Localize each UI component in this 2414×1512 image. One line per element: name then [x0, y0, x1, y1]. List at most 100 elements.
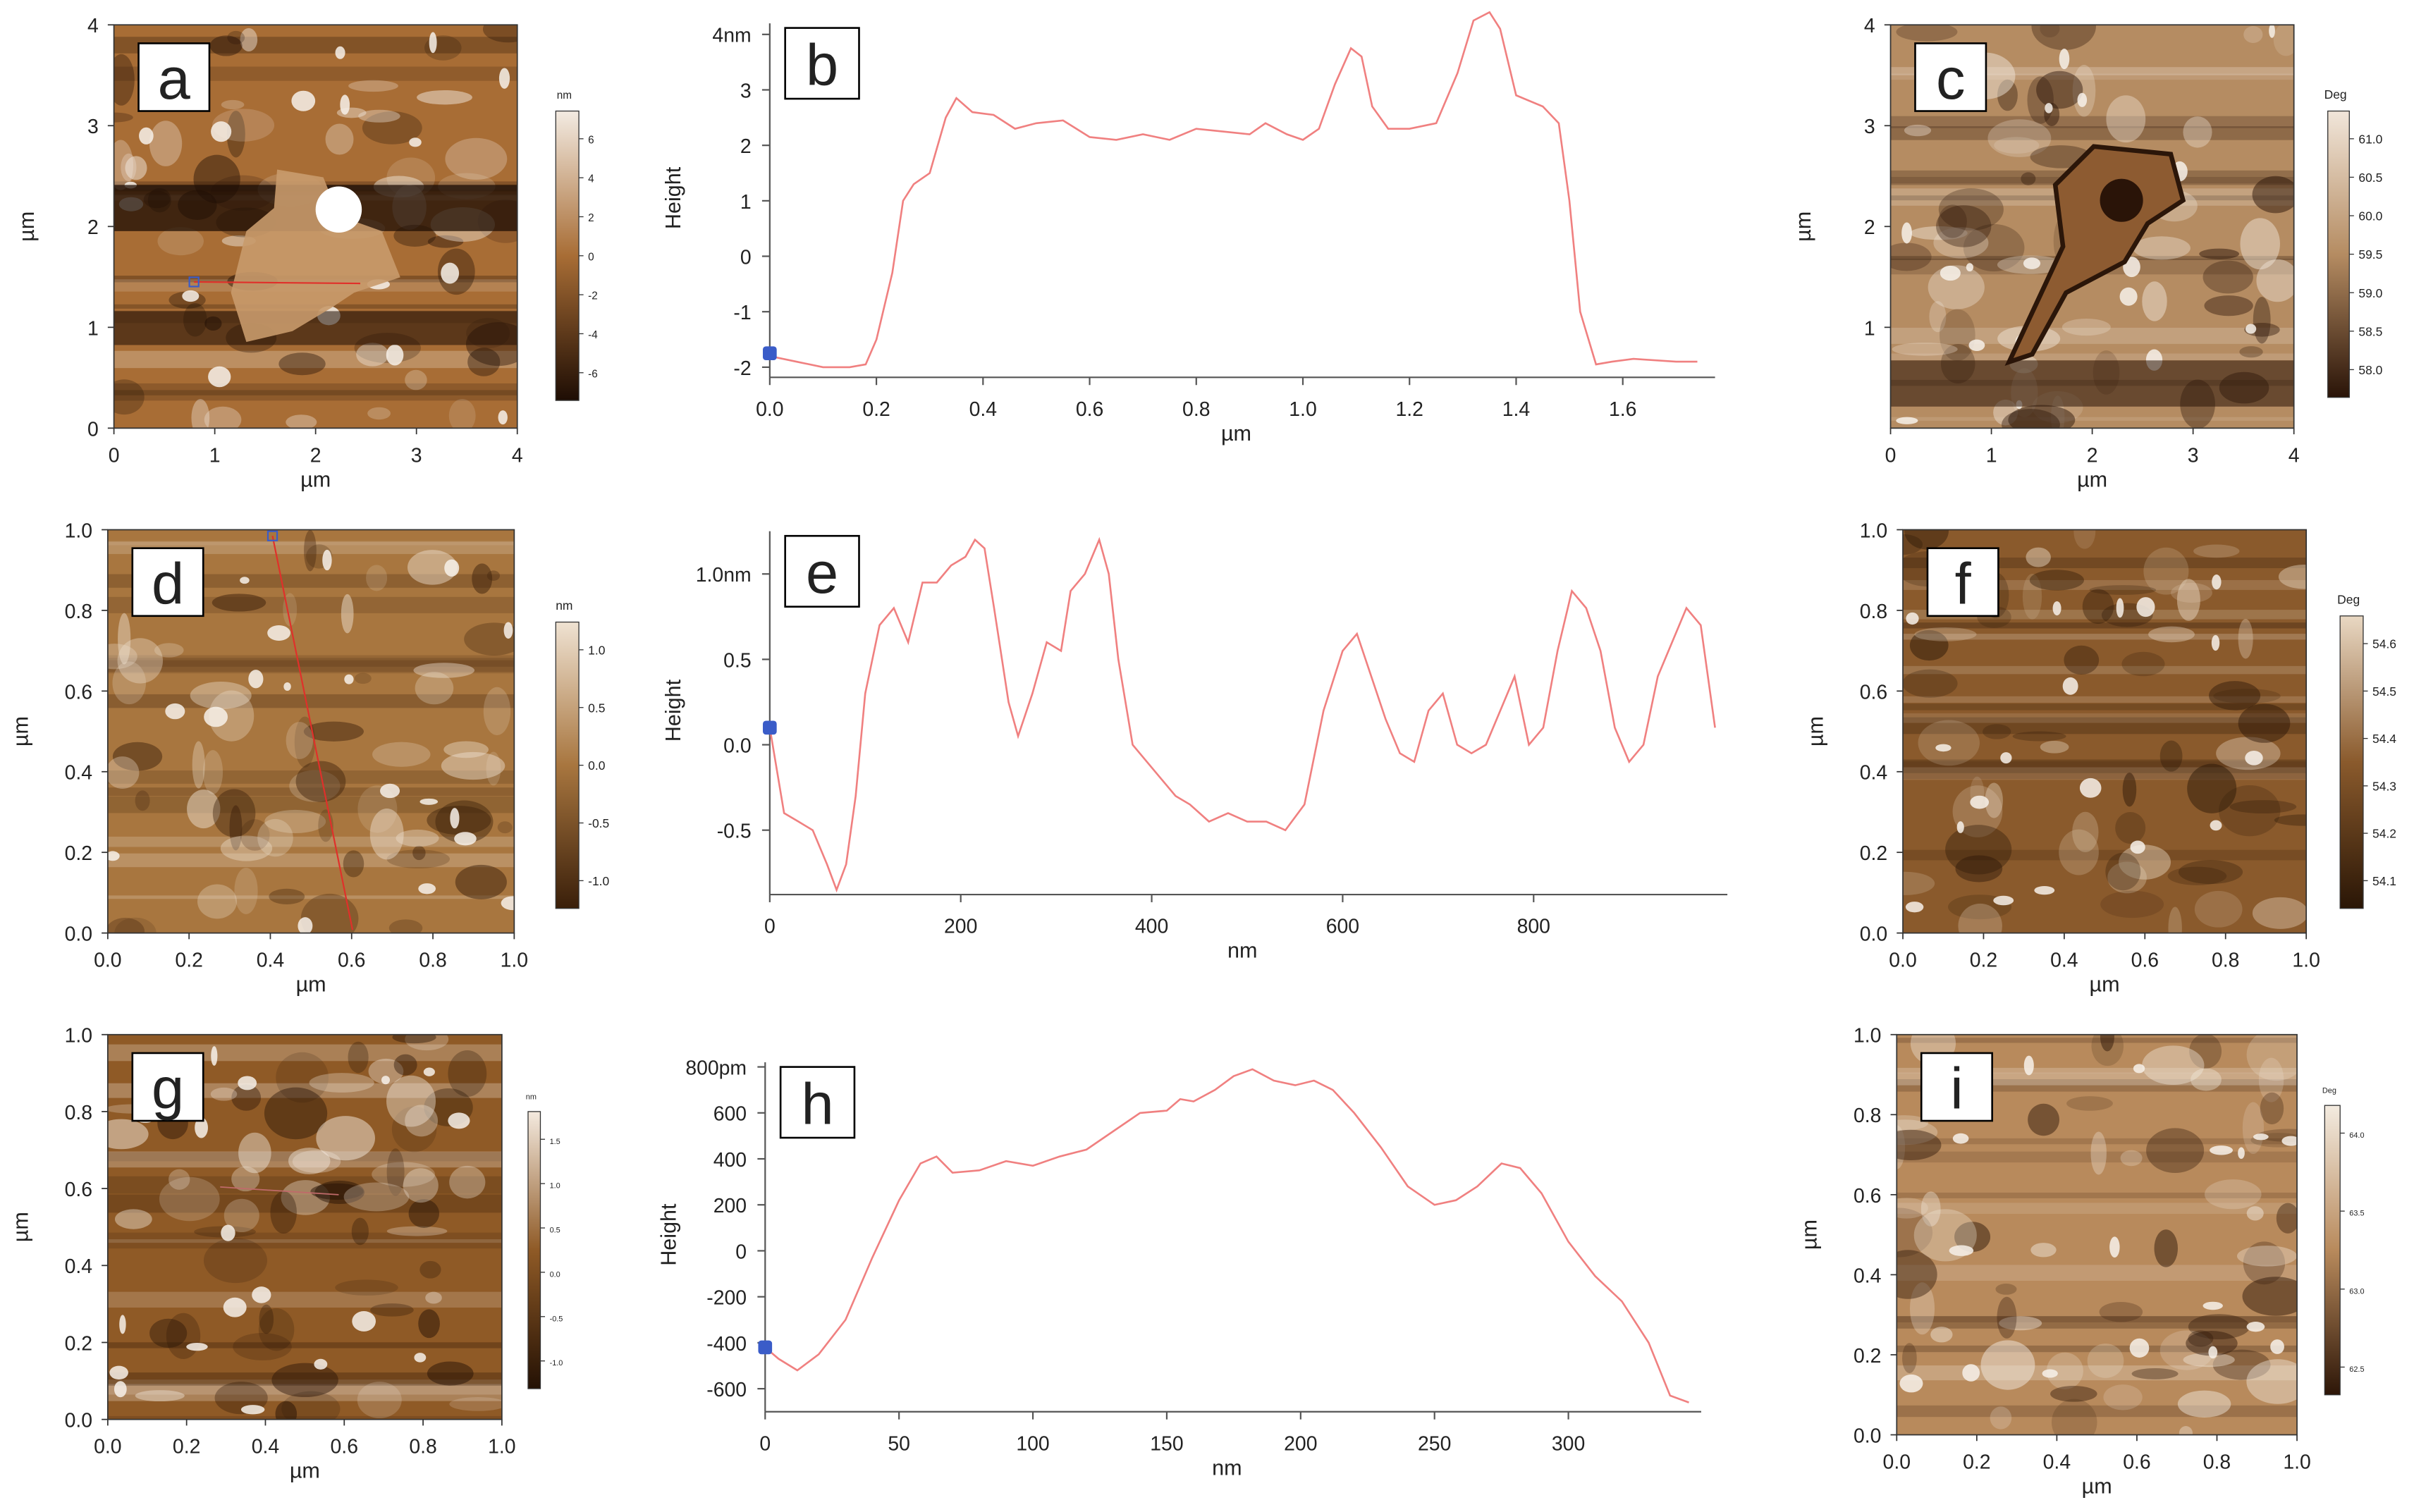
data-point	[1249, 133, 1251, 135]
surface-feature	[425, 1291, 442, 1304]
data-point	[1334, 83, 1336, 85]
data-point	[1265, 122, 1267, 124]
y-tick-label: 0.0	[65, 923, 92, 946]
particle	[2042, 1369, 2058, 1378]
data-point	[1060, 650, 1062, 652]
data-point	[1686, 607, 1688, 609]
y-axis-label: µm	[1803, 716, 1827, 746]
data-point	[1353, 1112, 1355, 1114]
particle	[414, 1353, 427, 1363]
profile-marker	[266, 530, 278, 541]
data-point	[826, 863, 828, 866]
x-tick-label: 1.2	[1396, 398, 1423, 421]
scan-streak	[107, 836, 515, 847]
surface-feature	[368, 1058, 404, 1084]
data-point	[1139, 1112, 1141, 1114]
data-point	[849, 367, 851, 369]
surface-feature	[107, 1119, 149, 1150]
data-point	[1387, 128, 1390, 130]
particle	[501, 896, 515, 911]
data-point	[864, 693, 866, 695]
particle	[2059, 48, 2070, 70]
data-point	[1166, 1110, 1168, 1112]
y-tick-label: 0.8	[1854, 1105, 1881, 1127]
panel-label-box: i	[1920, 1052, 1993, 1122]
surface-feature	[1892, 343, 1958, 356]
data-point	[1409, 128, 1411, 130]
colorbar: Deg 54.6 54.5 54.4 54.3 54.2 54.1	[2337, 592, 2396, 909]
surface-feature	[1890, 242, 1932, 271]
particle	[2109, 1236, 2120, 1258]
x-tick-label: 1.0	[2292, 949, 2320, 972]
surface-feature	[229, 805, 243, 851]
data-point	[1428, 710, 1430, 712]
surface-feature	[2168, 906, 2182, 933]
data-point	[1519, 1167, 1521, 1169]
data-point	[1031, 693, 1034, 695]
y-tick-label: 400	[713, 1149, 747, 1172]
data-point	[1671, 641, 1673, 644]
scan-streak	[107, 596, 515, 613]
profile-series-line	[769, 11, 1698, 369]
y-tick-label: -0.5	[717, 820, 752, 843]
y-tick-label: -2	[733, 357, 751, 380]
panel-g: g 0.0 0.2 0.4 0.6 0.8 1.0 µm 0.0 0.2 0.4 0.6 0.8 1.0 µ…	[8, 1025, 563, 1483]
data-point	[936, 1155, 938, 1157]
particle	[2208, 1346, 2218, 1359]
scan-streak	[107, 1176, 502, 1194]
panel-label-bg	[1914, 42, 1987, 112]
surface-feature	[112, 661, 147, 705]
data-point	[1086, 1149, 1088, 1151]
particle	[1940, 265, 1961, 281]
surface-feature	[154, 643, 184, 658]
data-point	[1399, 752, 1401, 754]
scan-streak	[114, 383, 517, 401]
data-point	[1633, 358, 1635, 360]
colorbar-tick-label: -2	[588, 290, 598, 302]
particle	[223, 1297, 247, 1317]
x-tick-label: 1.0	[1289, 398, 1316, 421]
surface-feature	[114, 917, 157, 933]
particle	[2077, 92, 2088, 107]
surface-feature	[2171, 582, 2212, 603]
particle	[448, 1112, 470, 1129]
scan-streak	[107, 796, 515, 813]
scan-streak	[1890, 327, 2294, 344]
data-point	[783, 812, 785, 814]
y-tick-label: 0	[735, 1241, 747, 1263]
particle	[1993, 895, 2014, 906]
scan-streak	[1897, 1365, 2298, 1381]
surface-feature	[419, 1260, 441, 1279]
profile-series-line	[764, 1068, 1689, 1403]
surface-feature	[271, 1363, 338, 1398]
surface-feature	[2178, 860, 2243, 885]
surface-feature	[258, 1308, 295, 1351]
surface-feature	[2252, 897, 2307, 929]
x-tick-label: 3	[411, 444, 422, 467]
y-tick-label: 0.4	[1854, 1265, 1881, 1287]
surface-feature	[362, 111, 422, 145]
particle	[314, 1358, 328, 1370]
surface-feature	[467, 348, 501, 376]
surface-feature	[1999, 1316, 2042, 1331]
surface-feature	[356, 343, 389, 367]
data-point	[797, 1370, 799, 1372]
x-tick-label: 0.8	[2212, 949, 2239, 972]
surface-feature	[204, 406, 242, 429]
data-point	[1485, 744, 1487, 746]
x-tick-label: 200	[944, 916, 977, 938]
surface-feature	[1914, 627, 1977, 641]
surface-feature	[1980, 1340, 2035, 1390]
surface-feature	[2193, 544, 2240, 558]
surface-feature	[1904, 124, 1932, 137]
surface-feature	[348, 1041, 369, 1074]
data-point	[1621, 1301, 1623, 1303]
surface-feature	[240, 27, 258, 52]
surface-feature	[2252, 176, 2294, 214]
y-tick-label: 0.4	[1860, 762, 1887, 785]
scan-streak	[107, 694, 515, 708]
pit	[2100, 178, 2143, 222]
colorbar-tick-label: 6	[588, 134, 594, 146]
surface-feature	[295, 761, 346, 802]
data-point	[1146, 761, 1148, 763]
